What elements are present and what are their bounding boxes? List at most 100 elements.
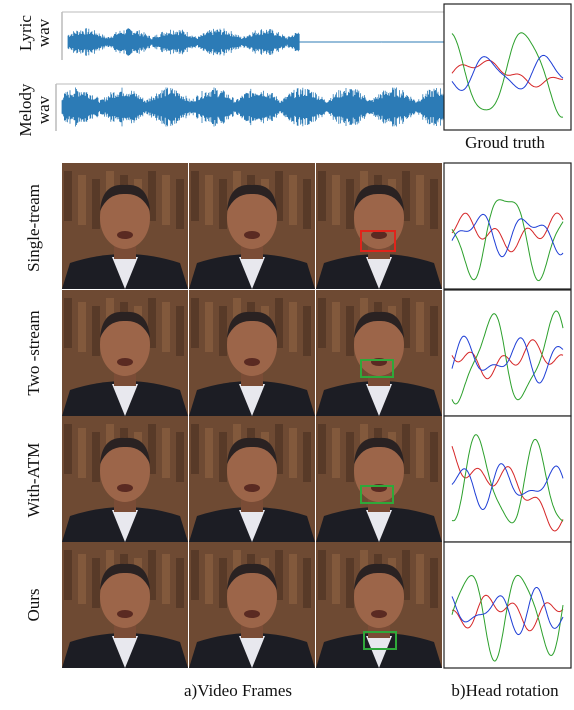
hair — [227, 563, 277, 590]
bookshelf — [205, 175, 213, 225]
face — [354, 187, 404, 249]
hair — [354, 563, 404, 590]
bookshelf — [191, 424, 199, 474]
hair — [354, 184, 404, 211]
face — [227, 187, 277, 249]
mouth — [244, 231, 260, 239]
head-rotation-curve — [451, 32, 564, 118]
shirt — [366, 510, 392, 542]
bookshelf — [191, 298, 199, 348]
bookshelf — [332, 428, 340, 478]
bookshelf — [176, 432, 184, 482]
shirt — [112, 636, 138, 668]
bookshelf — [191, 550, 199, 600]
bookshelf — [78, 428, 86, 478]
bookshelf — [205, 428, 213, 478]
bookshelf — [346, 558, 354, 608]
hair — [354, 437, 404, 464]
highlight-box — [363, 631, 397, 650]
head-rotation-curve — [451, 213, 564, 258]
bookshelf — [430, 306, 438, 356]
mouth — [117, 610, 133, 618]
mouth — [117, 231, 133, 239]
bookshelf — [219, 432, 227, 482]
hair — [227, 311, 277, 338]
bookshelf — [346, 432, 354, 482]
face — [354, 566, 404, 628]
bookshelf — [64, 424, 72, 474]
bookshelf — [402, 550, 410, 600]
wave-label: wav — [34, 18, 53, 47]
bookshelf — [219, 558, 227, 608]
hair — [227, 437, 277, 464]
bookshelf — [318, 550, 326, 600]
bookshelf — [78, 175, 86, 225]
bookshelf — [332, 175, 340, 225]
highlight-box — [360, 230, 396, 252]
bookshelf — [275, 171, 283, 221]
mouth — [117, 358, 133, 366]
bookshelf — [78, 554, 86, 604]
mouth — [244, 358, 260, 366]
bookshelf — [205, 302, 213, 352]
bookshelf — [402, 171, 410, 221]
bookshelf — [303, 432, 311, 482]
bookshelf — [78, 302, 86, 352]
mouth — [117, 484, 133, 492]
face — [227, 566, 277, 628]
bookshelf — [289, 175, 297, 225]
head-rotation-curve — [451, 434, 564, 524]
hair — [100, 563, 150, 590]
bookshelf — [318, 298, 326, 348]
bookshelf — [303, 558, 311, 608]
caption: a)Video Frames — [184, 681, 292, 700]
bookshelf — [176, 179, 184, 229]
shirt — [112, 510, 138, 542]
head-rotation-curve — [451, 199, 564, 282]
shirt — [239, 510, 265, 542]
bookshelf — [346, 179, 354, 229]
bookshelf — [176, 306, 184, 356]
highlight-box — [360, 359, 394, 378]
bookshelf — [148, 550, 156, 600]
shirt — [239, 257, 265, 289]
shirt — [239, 636, 265, 668]
bookshelf — [148, 298, 156, 348]
hair — [354, 311, 404, 338]
wave-label: wav — [34, 95, 53, 124]
head-rotation-curve — [451, 335, 564, 384]
bookshelf — [162, 554, 170, 604]
bookshelf — [162, 302, 170, 352]
bookshelf — [289, 428, 297, 478]
bookshelf — [416, 428, 424, 478]
head-rotation-curve — [451, 59, 564, 88]
head-rotation-curve — [451, 339, 564, 380]
bookshelf — [318, 171, 326, 221]
hair — [100, 311, 150, 338]
wave-label: Melody — [16, 83, 35, 136]
bookshelf — [402, 424, 410, 474]
head-rotation-curve — [451, 574, 564, 662]
bookshelf — [416, 302, 424, 352]
shirt — [112, 384, 138, 416]
face — [100, 440, 150, 502]
hair — [100, 437, 150, 464]
shirt — [239, 384, 265, 416]
bookshelf — [92, 306, 100, 356]
bookshelf — [416, 175, 424, 225]
bookshelf — [148, 171, 156, 221]
bookshelf — [92, 179, 100, 229]
bookshelf — [416, 554, 424, 604]
bookshelf — [64, 298, 72, 348]
bookshelf — [148, 424, 156, 474]
shirt — [366, 636, 392, 668]
head-rotation-curve — [451, 310, 564, 405]
head-rotation-curve — [451, 54, 564, 91]
bookshelf — [219, 179, 227, 229]
bookshelf — [402, 298, 410, 348]
highlight-box — [360, 485, 394, 504]
bookshelf — [176, 558, 184, 608]
bookshelf — [430, 558, 438, 608]
mouth — [244, 484, 260, 492]
